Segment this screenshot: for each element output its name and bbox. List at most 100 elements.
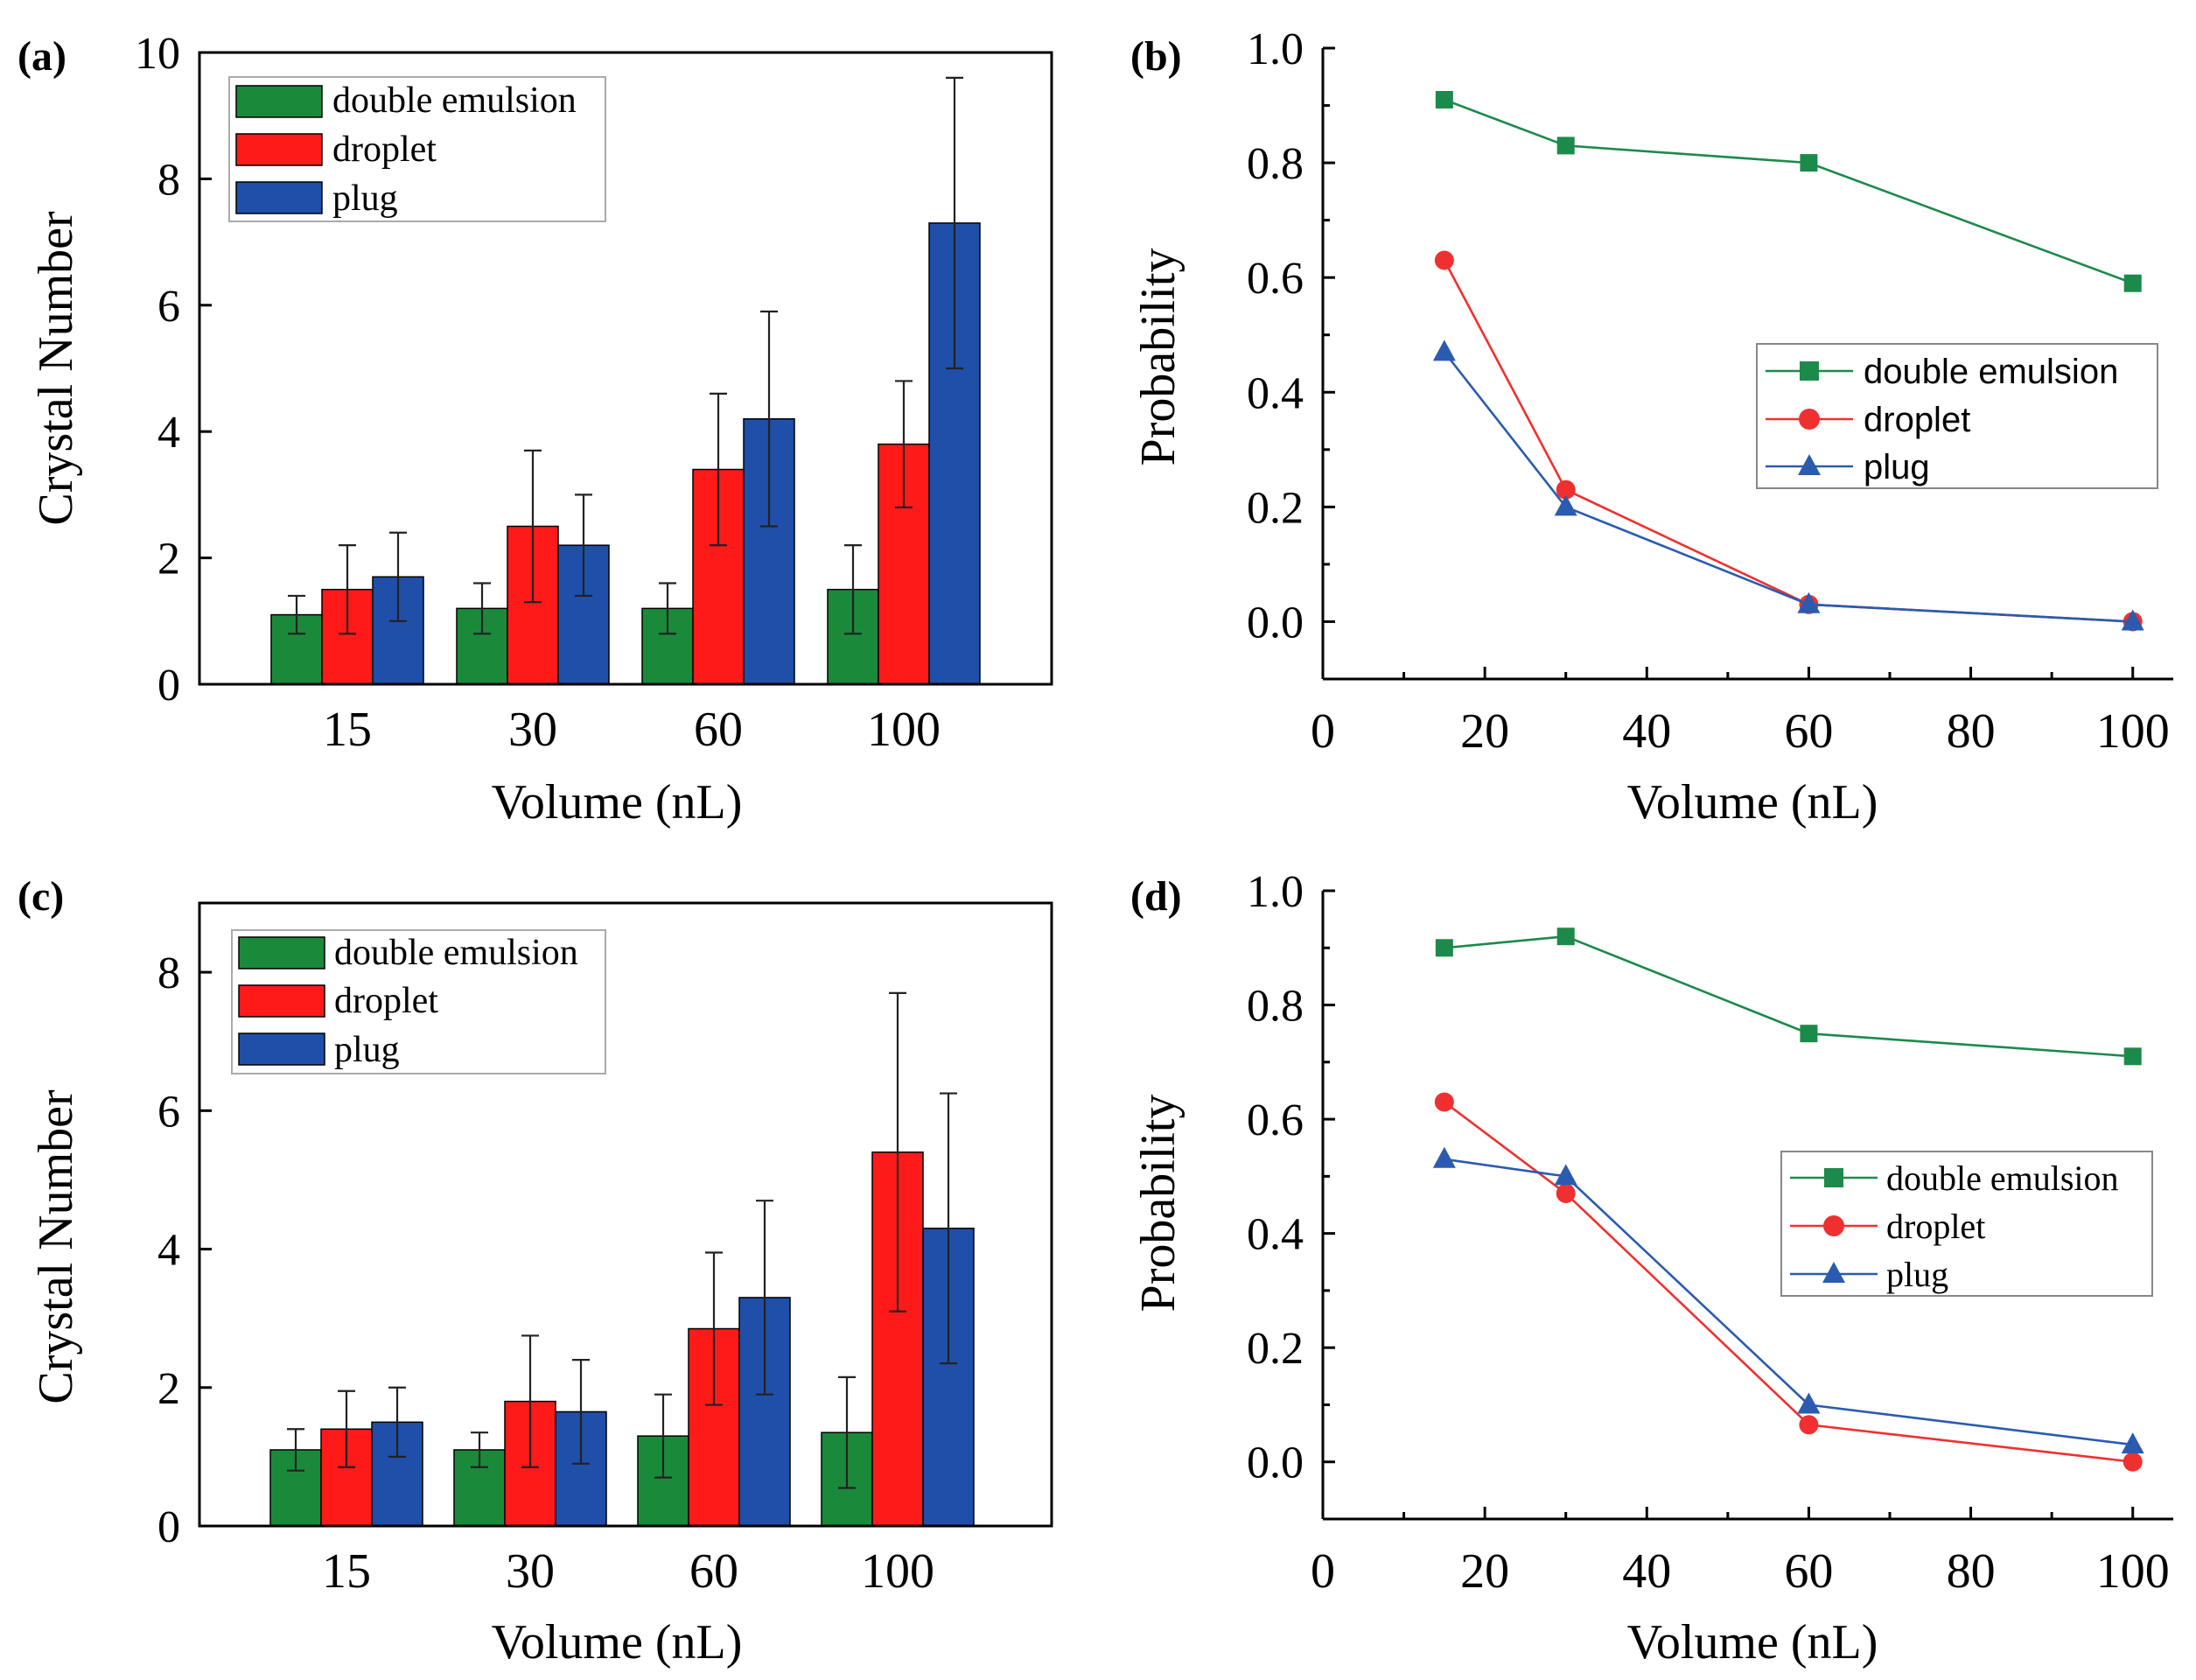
panel-d-ylabel: Probability [1131, 1095, 1185, 1312]
panel-b-legend-marker-double-emulsion [1800, 361, 1819, 381]
panel-c-ytick-label: 2 [157, 1364, 180, 1414]
panel-b-legend: double emulsion droplet plug [1756, 343, 2158, 489]
panel-b-point-plug-60 [1797, 592, 1821, 613]
panel-b-xtick-label: 20 [1460, 704, 1509, 759]
panel-d-xtick-label: 100 [2096, 1544, 2170, 1599]
panel-a-legend: double emulsion droplet plug [228, 76, 606, 222]
panel-a-xlabel: Volume (nL) [492, 775, 743, 830]
panel-d-point-double-emulsion-100 [2123, 1047, 2142, 1066]
panel-a-legend-swatch-double-emulsion [235, 85, 323, 118]
panel-d-legend-label-plug: plug [1886, 1255, 1948, 1294]
panel-d-point-plug-60 [1797, 1392, 1821, 1414]
panel-c-xtick-label: 60 [689, 1544, 738, 1599]
panel-c-legend-label-droplet: droplet [334, 981, 438, 1021]
panel-d-xtick-label: 0 [1311, 1544, 1335, 1599]
panel-c-xtick-label: 15 [322, 1544, 371, 1599]
panel-a-bar-droplet-60 [692, 468, 745, 685]
panel-d-plot-area: 0.0 0.2 0.4 0.6 0.8 1.0 0 20 40 60 80 100 [1247, 867, 2173, 1599]
panel-d-legend-label-droplet: droplet [1886, 1207, 1985, 1246]
panel-a-xtick-label: 60 [694, 703, 743, 757]
panel-d-legend-marker-double-emulsion [1824, 1168, 1843, 1187]
panel-a-ytick-label: 6 [157, 282, 180, 332]
panel-d-point-plug-30 [1554, 1164, 1577, 1186]
panel-b-ytick-label: 0.6 [1247, 254, 1304, 304]
panel-d-legend: double emulsion droplet plug [1780, 1151, 2153, 1297]
panel-c-axes-frame [198, 901, 1053, 1528]
panel-b-series-line-plug [1443, 351, 2133, 623]
panel-b-point-droplet-15 [1434, 250, 1454, 270]
panel-b-point-double-emulsion-100 [2123, 274, 2142, 292]
panel-c-ytick-label: 8 [157, 948, 180, 998]
panel-b-legend-marker-plug [1798, 454, 1821, 475]
panel-d-point-double-emulsion-30 [1556, 928, 1575, 946]
panel-d-series-line-double-emulsion [1444, 934, 2133, 1058]
panel-a-ytick-label: 0 [157, 661, 180, 710]
panel-d-ytick-label: 0.8 [1247, 982, 1304, 1032]
panel-b-ylabel: Probability [1131, 248, 1185, 466]
panel-b-xtick-label: 60 [1784, 704, 1833, 759]
panel-d-legend-label-double-emulsion: double emulsion [1886, 1158, 2119, 1198]
panel-c-legend-label-plug: plug [334, 1030, 400, 1070]
panel-a-ytick-label: 4 [157, 408, 180, 458]
panel-d-xtick-label: 20 [1460, 1544, 1509, 1599]
panel-d-point-plug-15 [1432, 1146, 1456, 1168]
panel-d-xtick-label: 40 [1622, 1544, 1671, 1599]
panel-c-legend: double emulsion droplet plug [231, 929, 606, 1074]
panel-c-legend-swatch-double-emulsion [238, 936, 325, 970]
panel-b-point-double-emulsion-60 [1800, 154, 1818, 172]
panel-c-xlabel: Volume (nL) [492, 1615, 743, 1670]
panel-d-series-line-plug [1444, 1158, 2133, 1446]
panel-b-xtick-label: 0 [1311, 704, 1335, 759]
panel-c-label: (c) [17, 873, 64, 920]
panel-b: (b) 0.0 0.2 0.4 0.6 0.8 1.0 0 20 40 60 80 100 Proba… [1130, 24, 2173, 830]
panel-b-point-plug-30 [1554, 494, 1577, 516]
panel-c-plot-area: 0 2 4 6 8 15 30 60 100 [157, 948, 975, 1599]
panel-d-legend-marker-droplet [1823, 1215, 1844, 1236]
panel-c: (c) 0 2 4 6 8 15 30 60 100 Crystal Number Volume… [17, 873, 1053, 1670]
panel-a-legend-label-droplet: droplet [332, 130, 437, 170]
panel-a-ytick-label: 2 [157, 535, 180, 584]
panel-d-xtick-label: 60 [1784, 1544, 1833, 1599]
panel-b-ytick-label: 1.0 [1247, 24, 1304, 74]
panel-a-legend-swatch-droplet [235, 133, 323, 166]
panel-d-label: (d) [1130, 873, 1182, 920]
panel-c-legend-label-double-emulsion: double emulsion [334, 933, 578, 973]
panel-b-xtick-label: 40 [1622, 704, 1671, 759]
panel-b-series-line-double-emulsion [1444, 98, 2134, 284]
panel-b-legend-marker-droplet [1799, 409, 1820, 430]
panel-a-ytick-label: 8 [157, 155, 180, 205]
panel-c-ytick-label: 0 [157, 1502, 180, 1552]
panel-a-legend-swatch-plug [235, 181, 323, 214]
panel-c-legend-swatch-droplet [238, 984, 325, 1018]
panel-b-point-droplet-30 [1556, 480, 1576, 500]
panel-b-ytick-label: 0.8 [1247, 139, 1304, 189]
panel-b-plot-area: 0.0 0.2 0.4 0.6 0.8 1.0 0 20 40 60 80 100 [1247, 24, 2173, 759]
panel-d-point-double-emulsion-60 [1800, 1025, 1818, 1043]
panel-b-point-plug-15 [1432, 340, 1456, 361]
panel-d-xtick-label: 80 [1947, 1544, 1996, 1599]
panel-b-legend-label-double-emulsion: double emulsion [1864, 353, 2118, 391]
panel-a-plot-area: 0 2 4 6 8 10 15 30 60 100 [135, 29, 981, 757]
panel-d-point-droplet-15 [1434, 1092, 1454, 1112]
panel-d-point-plug-100 [2121, 1432, 2144, 1454]
panel-a: (a) 0 2 4 6 8 10 15 30 60 100 Crystal Number Volu… [17, 29, 1053, 830]
panel-d-ytick-label: 0.2 [1247, 1324, 1304, 1374]
panel-a-ytick-label: 10 [135, 29, 180, 79]
panel-a-xtick-label: 30 [508, 703, 557, 757]
panel-c-ylabel: Crystal Number [29, 1089, 83, 1404]
panel-a-xtick-label: 15 [323, 703, 372, 757]
panel-b-xlabel: Volume (nL) [1627, 775, 1878, 830]
panel-b-ytick-label: 0.4 [1247, 368, 1304, 418]
panel-d-ytick-label: 1.0 [1247, 867, 1304, 917]
panel-d-point-droplet-60 [1799, 1415, 1819, 1435]
panel-d-point-droplet-30 [1556, 1183, 1576, 1203]
panel-b-point-plug-100 [2121, 609, 2144, 631]
panel-d-point-droplet-100 [2123, 1452, 2143, 1472]
panel-a-axes-frame [198, 51, 1053, 686]
panel-b-ytick-label: 0.0 [1247, 598, 1304, 648]
panel-b-legend-box [1756, 343, 2158, 489]
panel-b-legend-label-plug: plug [1864, 448, 1930, 486]
panel-c-ytick-label: 4 [157, 1226, 180, 1276]
